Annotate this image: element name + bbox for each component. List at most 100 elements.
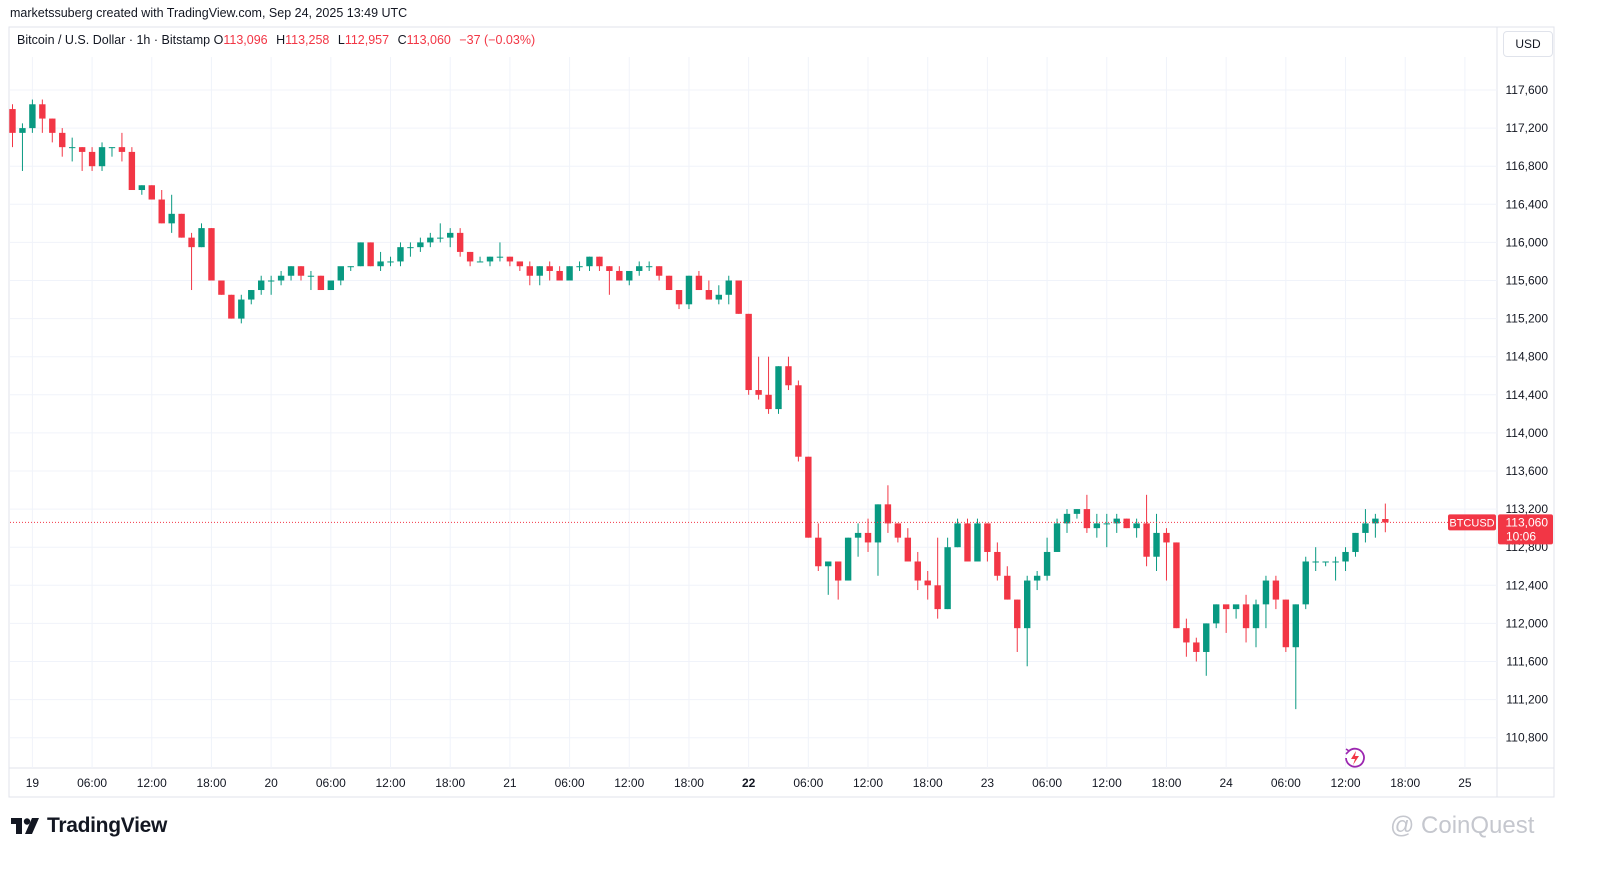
x-tick-label: 06:00 — [793, 776, 823, 790]
x-tick-label: 18:00 — [435, 776, 465, 790]
x-tick-label: 12:00 — [1092, 776, 1122, 790]
candle-body — [715, 294, 723, 300]
tradingview-logo[interactable]: TradingView — [11, 814, 167, 838]
symbol-tag-box — [1448, 514, 1496, 531]
currency-button[interactable]: USD — [1503, 31, 1553, 57]
y-tick-label: 115,200 — [1506, 312, 1549, 326]
candle-body — [1362, 523, 1369, 533]
candle-body — [158, 199, 165, 224]
candle-body — [1232, 604, 1240, 610]
candle-body — [765, 394, 772, 410]
candle-body — [606, 266, 613, 271]
candle-body — [586, 256, 593, 267]
chart-frame — [8, 26, 1555, 798]
x-tick-label: 06:00 — [555, 776, 585, 790]
y-tick-label: 116,400 — [1506, 197, 1549, 211]
candle-body — [526, 266, 533, 276]
x-tick-label: 18:00 — [1390, 776, 1420, 790]
candle-body — [1123, 518, 1130, 529]
candle-body — [1242, 604, 1250, 629]
candle-body — [307, 275, 315, 277]
candle-body — [924, 580, 931, 586]
candlestick-chart[interactable]: 117,600 117,200 116,800 116,400 116,000 115,6… — [0, 0, 1603, 800]
candle-body — [68, 147, 76, 149]
x-tick-label: 12:00 — [1331, 776, 1361, 790]
candle-body — [984, 523, 991, 552]
candle-body — [795, 385, 802, 457]
candle-body — [1173, 542, 1180, 629]
candle-body — [904, 537, 912, 562]
low-label: L — [337, 33, 345, 47]
candle-body — [1332, 561, 1339, 563]
watermark-text: @ CoinQuest — [1390, 812, 1535, 839]
candle-body — [29, 104, 36, 129]
y-tick-label: 111,600 — [1506, 655, 1548, 669]
candle-body — [745, 313, 752, 391]
candle-body — [208, 228, 215, 281]
candle-body — [1352, 532, 1359, 552]
candle-body — [1014, 599, 1021, 629]
candle-body — [168, 213, 175, 224]
candle-body — [148, 185, 155, 200]
candle-body — [1163, 532, 1170, 543]
candle-body — [1183, 628, 1190, 643]
last-price-box — [1498, 514, 1553, 545]
candle-body — [228, 294, 235, 319]
candle-body — [377, 261, 384, 267]
candle-body — [854, 532, 862, 538]
candle-body — [546, 266, 553, 271]
candle-body — [476, 261, 484, 263]
candle-body — [556, 270, 563, 281]
candle-body — [1372, 518, 1379, 524]
candle-body — [1382, 519, 1389, 523]
coinquest-watermark: @ CoinQuest — [1390, 812, 1534, 840]
candle-body — [417, 242, 424, 248]
candle-body — [954, 523, 961, 548]
symbol-legend[interactable]: Bitcoin / U.S. Dollar · 1h · Bitstamp O1… — [17, 33, 540, 47]
candle-body — [1083, 509, 1091, 529]
candle-body — [805, 456, 812, 538]
x-tick-label: 21 — [503, 776, 517, 790]
tradingview-logo-text: TradingView — [47, 814, 168, 837]
candle-body — [825, 561, 832, 567]
candle-body — [178, 213, 185, 238]
candle-body — [118, 147, 126, 152]
candle-body — [39, 104, 46, 119]
candle-body — [934, 585, 941, 610]
candle-body — [536, 266, 543, 276]
candle-body — [427, 237, 434, 243]
y-tick-label: 112,000 — [1506, 616, 1549, 630]
candle-body — [496, 256, 504, 258]
candle-body — [1053, 523, 1061, 552]
high-label: H — [276, 33, 286, 47]
candle-body — [387, 261, 394, 263]
candle-body — [1312, 561, 1319, 563]
candle-body — [128, 151, 136, 191]
candle-body — [874, 504, 882, 543]
candle-body — [576, 266, 583, 268]
y-tick-label: 116,800 — [1506, 159, 1549, 173]
candle-body — [1033, 575, 1041, 581]
candle-body — [1262, 580, 1270, 605]
candle-body — [735, 280, 742, 314]
candle-body — [1213, 604, 1220, 624]
x-tick-label: 12:00 — [614, 776, 644, 790]
tradingview-logo-icon — [11, 818, 39, 834]
x-tick-label: 12:00 — [376, 776, 406, 790]
candle-body — [944, 547, 951, 610]
x-tick-label: 18:00 — [674, 776, 704, 790]
candle-body — [705, 290, 713, 300]
replay-lightning-icon[interactable] — [1342, 746, 1368, 770]
candle-body — [317, 275, 325, 291]
candle-body — [1193, 642, 1200, 652]
open-value: 113,096 — [223, 33, 268, 47]
candle-body — [88, 151, 96, 167]
candle-body — [19, 128, 26, 133]
countdown-label: 10:06 — [1506, 529, 1536, 543]
change-value: −37 (−0.03%) — [459, 33, 536, 47]
y-tick-label: 114,800 — [1506, 350, 1549, 364]
candle-body — [367, 242, 374, 267]
y-tick-label: 112,400 — [1506, 578, 1549, 592]
candle-body — [337, 266, 344, 281]
x-tick-label: 18:00 — [196, 776, 226, 790]
